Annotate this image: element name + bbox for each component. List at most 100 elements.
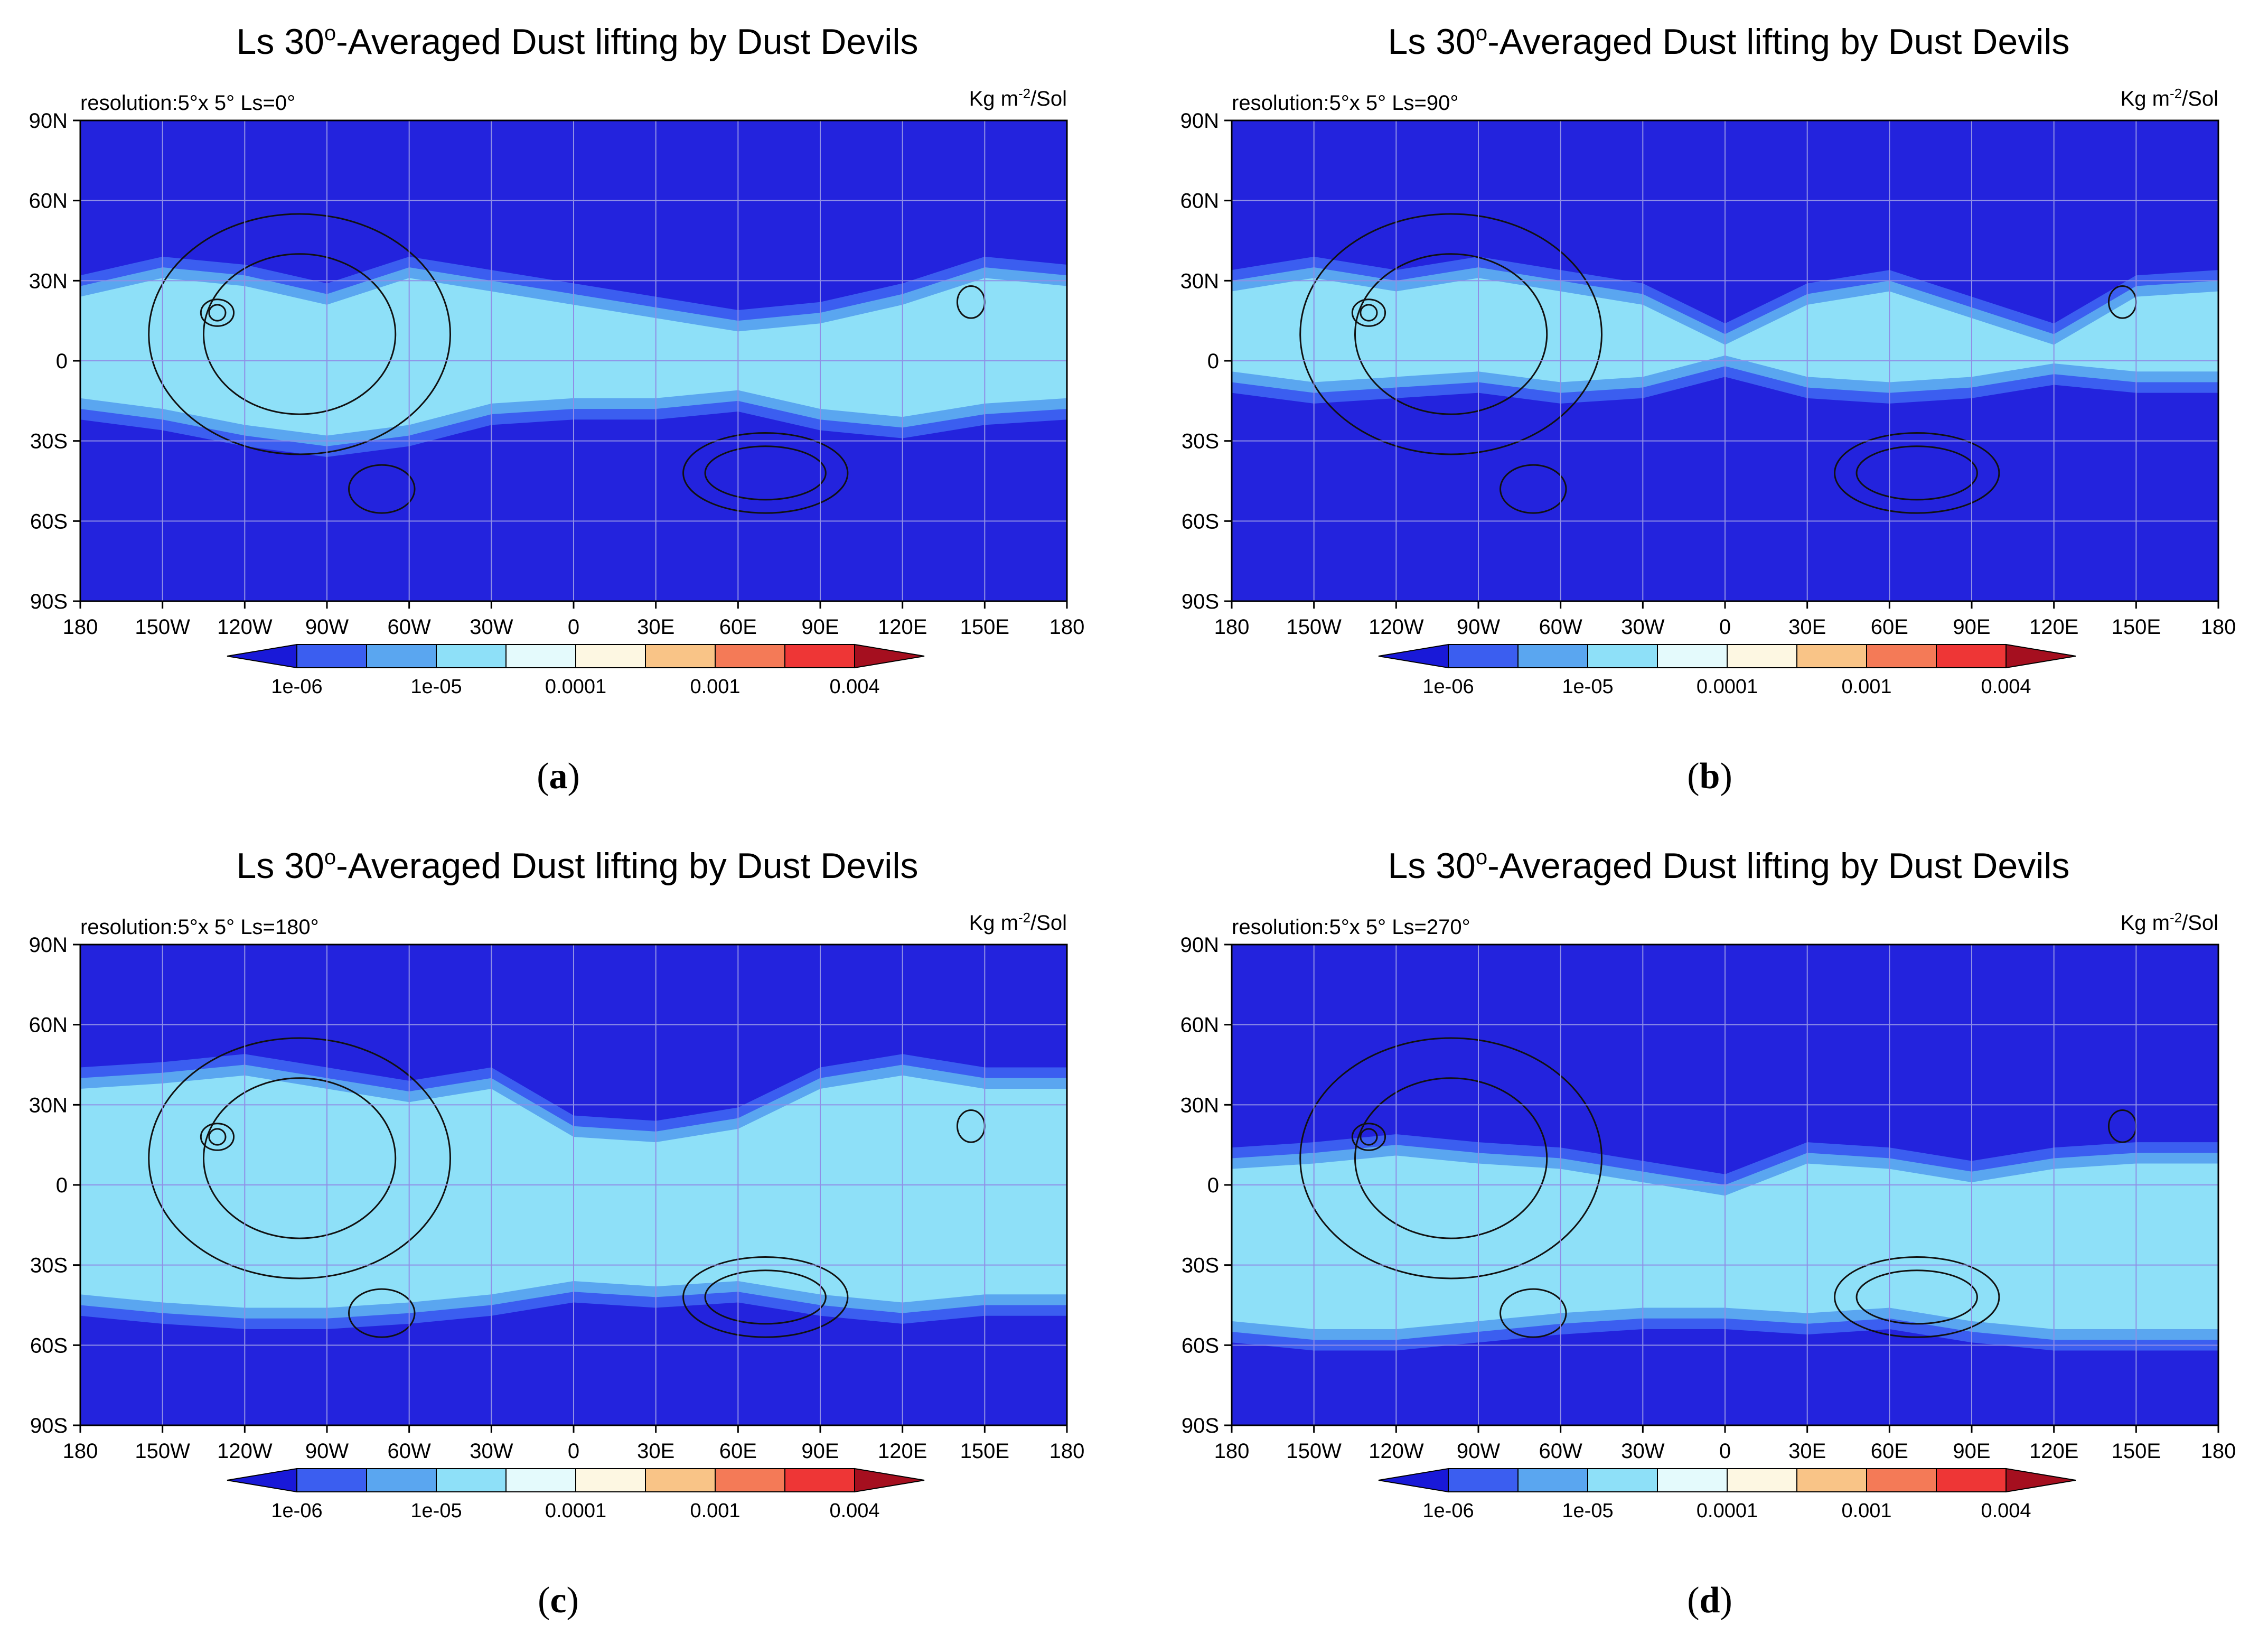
x-tick-label: 30E (637, 1440, 674, 1463)
y-tick-label: 60S (1182, 1334, 1219, 1357)
y-tick-label: 90S (1182, 590, 1219, 613)
topography-contour (1354, 1077, 1548, 1239)
panel-a: Ls 30o-Averaged Dust lifting by Dust Dev… (0, 0, 1117, 816)
map-plot (79, 944, 1068, 1426)
chart-title: Ls 30o-Averaged Dust lifting by Dust Dev… (237, 22, 919, 62)
colorbar-swatch (1587, 644, 1658, 668)
colorbar-swatch (436, 644, 507, 668)
map-plot (1231, 119, 2219, 602)
y-tick-label: 90S (30, 590, 68, 613)
colorbar-swatch (854, 1468, 925, 1493)
x-tick-label: 90E (801, 1440, 839, 1463)
colorbar-label: 0.0001 (1697, 676, 1758, 698)
y-tick-label: 30N (29, 269, 68, 293)
caption-c: (c) (538, 1580, 579, 1621)
topography-contour (148, 1037, 451, 1279)
chart-panel-d: Ls 30o-Averaged Dust lifting by Dust Dev… (1180, 846, 2236, 1522)
x-tick-label: 30W (470, 615, 513, 639)
topography-contour (1354, 253, 1548, 415)
topography-contour (202, 253, 397, 415)
colorbar-label: 0.0001 (545, 1500, 606, 1522)
x-axis: 180 150W 120W 90W 60W 30W 0 30E 60E 90E 120E 150E 18… (63, 1425, 1084, 1463)
y-tick-label: 60S (1182, 510, 1219, 533)
y-tick-label: 0 (1207, 350, 1219, 373)
x-tick-label: 60E (719, 615, 757, 639)
topography-contour (208, 1128, 227, 1146)
y-tick-label: 30N (1180, 1094, 1219, 1117)
x-tick-label: 90E (1953, 1440, 1990, 1463)
x-tick-label: 120W (217, 1440, 273, 1463)
x-tick-label: 150E (2112, 1440, 2161, 1463)
subtitle-left: resolution:5°x 5° Ls=0° (80, 91, 295, 115)
x-tick-label: 120E (2029, 1440, 2078, 1463)
dust-fields (1232, 120, 2218, 601)
x-tick-label: 60W (388, 1440, 431, 1463)
x-tick-label: 30W (1621, 615, 1664, 639)
x-tick-label: 30E (637, 615, 674, 639)
x-tick-label: 0 (568, 615, 579, 639)
topography-contour (1855, 445, 1978, 501)
x-tick-label: 0 (1719, 1440, 1731, 1463)
x-tick-label: 90E (1953, 615, 1990, 639)
caption-b: (b) (1687, 756, 1732, 797)
y-tick-label: 90S (1182, 1414, 1219, 1437)
topography-contour (1834, 1256, 2000, 1338)
panel-b: Ls 30o-Averaged Dust lifting by Dust Dev… (1151, 0, 2268, 816)
x-axis: 180 150W 120W 90W 60W 30W 0 30E 60E 90E 120E 150E 18… (1214, 1425, 2236, 1463)
x-tick-label: 90E (801, 615, 839, 639)
x-tick-label: 150W (135, 1440, 190, 1463)
y-tick-label: 30S (1182, 1254, 1219, 1277)
subtitle-left: resolution:5°x 5° Ls=90° (1232, 91, 1458, 115)
colorbar-swatch (1448, 644, 1519, 668)
x-tick-label: 120E (878, 615, 927, 639)
colorbar-swatch (1657, 1468, 1728, 1492)
topography-contour (348, 464, 416, 514)
colorbar-label: 0.0001 (545, 676, 606, 698)
x-tick-label: 120E (2029, 615, 2078, 639)
x-tick-label: 30E (1788, 1440, 1826, 1463)
topography-contour (200, 1123, 235, 1151)
colorbar-label: 0.001 (1841, 1500, 1891, 1522)
chart-title: Ls 30o-Averaged Dust lifting by Dust Dev… (1388, 22, 2070, 62)
colorbar-swatch (1378, 643, 1449, 669)
topography-contour (1360, 304, 1378, 322)
colorbar-swatch (715, 644, 785, 668)
x-tick-label: 150W (135, 615, 190, 639)
topography-contour (1855, 1269, 1978, 1325)
colorbar-swatch (436, 1468, 507, 1492)
caption-d: (d) (1687, 1580, 1732, 1621)
y-tick-label: 60N (29, 190, 68, 213)
dust-fields (1232, 945, 2218, 1425)
colorbar-swatch (1587, 1468, 1658, 1492)
units-label: Kg m-2/Sol (2121, 86, 2218, 110)
colorbar-swatch (1866, 644, 1937, 668)
colorbar-swatch (645, 644, 716, 668)
colorbar-label: 0.0001 (1697, 1500, 1758, 1522)
colorbar-swatch (1727, 1468, 1797, 1492)
colorbar-swatch (2005, 1468, 2076, 1493)
x-axis: 180 150W 120W 90W 60W 30W 0 30E 60E 90E 120E 150E 18… (1214, 601, 2236, 639)
colorbar-swatch (1866, 1468, 1937, 1492)
dust-fields (80, 945, 1067, 1425)
x-tick-label: 180 (63, 615, 98, 639)
panel-c: Ls 30o-Averaged Dust lifting by Dust Dev… (0, 824, 1117, 1640)
topography-contour (1499, 464, 1567, 514)
colorbar-swatch (505, 644, 576, 668)
x-tick-label: 60W (388, 615, 431, 639)
colorbar-swatch (1448, 1468, 1519, 1492)
colorbar-label: 1e-06 (1422, 1500, 1474, 1522)
colorbar: 1e-06 1e-05 0.0001 0.001 0.004 (227, 643, 925, 698)
subtitle-left: resolution:5°x 5° Ls=180° (80, 916, 319, 939)
units-label: Kg m-2/Sol (969, 910, 1067, 935)
topography-contour (208, 304, 227, 322)
y-tick-label: 30S (30, 430, 68, 453)
y-tick-label: 0 (56, 350, 68, 373)
topography-contour (1299, 213, 1602, 455)
colorbar-swatch (366, 1468, 437, 1492)
x-tick-label: 60W (1539, 615, 1582, 639)
y-tick-label: 30S (30, 1254, 68, 1277)
colorbar-label: 1e-06 (1422, 676, 1474, 698)
colorbar-label: 1e-05 (410, 1500, 462, 1522)
colorbar-label: 0.001 (690, 676, 740, 698)
colorbar-label: 0.001 (690, 1500, 740, 1522)
